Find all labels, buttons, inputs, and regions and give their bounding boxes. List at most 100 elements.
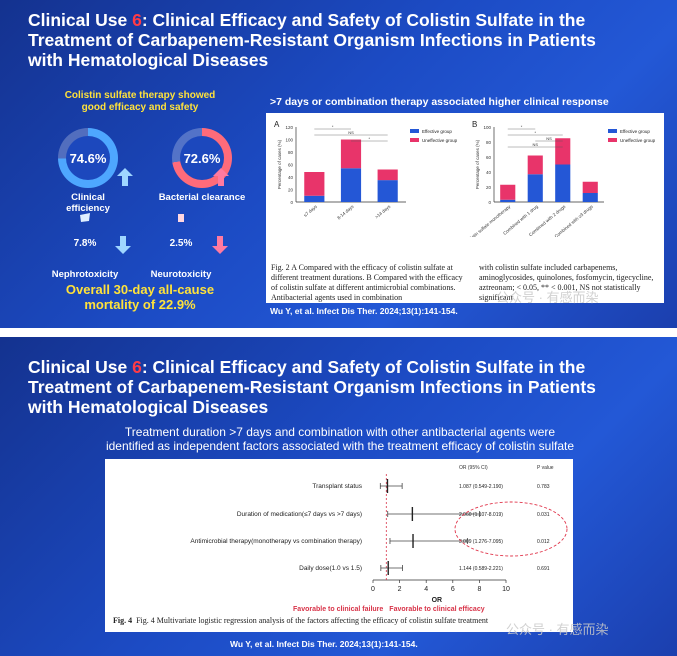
p-value: 0.691 bbox=[537, 566, 550, 572]
bar-effective bbox=[500, 199, 516, 202]
panel-label: B bbox=[472, 120, 477, 129]
or-header: OR (95% CI) bbox=[459, 465, 488, 471]
p-value: 0.783 bbox=[537, 484, 550, 490]
up-arrow-icon bbox=[117, 168, 133, 191]
citation: Wu Y, et al. Infect Dis Ther. 2024;13(1)… bbox=[230, 639, 418, 649]
x-tick-label: 8-14 days bbox=[336, 203, 355, 220]
metric-bacterial-clearance: 72.6% Bacterial clearance bbox=[152, 128, 252, 203]
row-label: Daily dose(1.0 vs 1.5) bbox=[299, 565, 362, 572]
y-tick-label: 40 bbox=[486, 170, 492, 175]
row-label: Antimicrobial therapy(monotherapy vs com… bbox=[190, 538, 362, 545]
legend-label: Effective group bbox=[422, 129, 452, 134]
down-arrow-icon bbox=[212, 236, 228, 259]
slide-bottom: Clinical Use 6: Clinical Efficacy and Sa… bbox=[0, 337, 677, 656]
row-label: Transplant status bbox=[312, 483, 362, 490]
y-tick-label: 20 bbox=[288, 188, 294, 193]
or-value: 1.087 (0.549-2.190) bbox=[459, 484, 503, 490]
right-heading: >7 days or combination therapy associate… bbox=[270, 96, 609, 108]
x-tick-label: 8 bbox=[477, 586, 481, 593]
significance-label: NS bbox=[348, 130, 354, 135]
legend-label: Uneffective group bbox=[620, 138, 656, 143]
significance-label: NS bbox=[532, 142, 538, 147]
forest-plot-panel: OR (95% CI) P value 0 2 4 6 8 10 OR Transplant st… bbox=[105, 459, 573, 632]
x-tick-label: >14 days bbox=[374, 203, 392, 219]
figure-caption-right: with colistin sulfate included carbapene… bbox=[479, 263, 654, 302]
figure-caption-left: Fig. 2 A Compared with the efficacy of c… bbox=[271, 263, 463, 302]
separator bbox=[0, 328, 677, 337]
y-tick-label: 0 bbox=[290, 200, 293, 205]
p-header: P value bbox=[537, 465, 554, 471]
bar-uneffective bbox=[582, 181, 598, 193]
down-arrow-icon bbox=[115, 236, 131, 259]
y-tick-label: 60 bbox=[486, 155, 492, 160]
up-arrow-icon bbox=[213, 168, 229, 191]
x-tick-label: 0 bbox=[371, 586, 375, 593]
legend-label: Effective group bbox=[620, 129, 650, 134]
x-tick-label: 6 bbox=[451, 586, 455, 593]
citation: Wu Y, et al. Infect Dis Ther. 2024;13(1)… bbox=[270, 306, 458, 316]
legend-swatch bbox=[608, 129, 617, 133]
x-tick-label: 4 bbox=[424, 586, 428, 593]
y-axis-label: Percentage of cases (%) bbox=[475, 139, 480, 189]
watermark: 公众号 · 有感而染 bbox=[496, 290, 599, 305]
bacterial-clearance-ring: 72.6% bbox=[172, 128, 232, 188]
legend-swatch bbox=[410, 138, 419, 142]
x-axis-label: OR bbox=[432, 597, 443, 604]
y-axis-label: Percentage of cases (%) bbox=[277, 139, 282, 189]
chart-a: A 0 20 40 60 80 100 120 Percentage of cases (%) ≤… bbox=[274, 120, 458, 220]
metric-nephrotoxicity: 7.8% Nephrotoxicity bbox=[40, 210, 130, 280]
clinical-efficiency-ring: 74.6% bbox=[58, 128, 118, 188]
bar-effective bbox=[377, 180, 398, 202]
favor-right-label: Favorable to clinical efficacy bbox=[389, 606, 484, 613]
bar-uneffective bbox=[500, 184, 516, 200]
figure-2-panel: A 0 20 40 60 80 100 120 Percentage of cases (%) ≤… bbox=[266, 113, 664, 303]
bar-uneffective bbox=[340, 139, 362, 169]
y-tick-label: 80 bbox=[288, 150, 294, 155]
or-value: 1.144 (0.589-2.221) bbox=[459, 566, 503, 572]
y-tick-label: 40 bbox=[288, 175, 294, 180]
significance-label: * bbox=[332, 124, 334, 129]
figure-caption: Fig. 4 Fig. 4 Multivariate logistic regr… bbox=[113, 616, 489, 625]
legend-swatch bbox=[410, 129, 419, 133]
kidney-icon bbox=[80, 213, 90, 222]
y-tick-label: 60 bbox=[288, 163, 294, 168]
significance-label: NS bbox=[546, 136, 552, 141]
p-value: 0.031 bbox=[537, 512, 550, 518]
p-value: 0.012 bbox=[537, 539, 550, 545]
favor-left-label: Favorable to clinical failure bbox=[293, 606, 383, 613]
x-tick-label: ≤7 days bbox=[303, 203, 319, 217]
y-tick-label: 80 bbox=[486, 140, 492, 145]
slide-subtitle: Treatment duration >7 days and combinati… bbox=[105, 425, 575, 453]
legend-swatch bbox=[608, 138, 617, 142]
y-tick-label: 0 bbox=[488, 200, 491, 205]
row-label: Duration of medication(≤7 days vs >7 day… bbox=[237, 511, 362, 518]
significance-label: * bbox=[534, 130, 536, 135]
bar-uneffective bbox=[555, 138, 571, 165]
metric-clinical-efficiency: 74.6% Clinical efficiency bbox=[48, 128, 128, 214]
bar-effective bbox=[340, 168, 362, 202]
bar-effective bbox=[555, 164, 571, 202]
or-value: 2.960 (1.107-8.019) bbox=[459, 512, 503, 518]
mortality-text: Overall 30-day all-cause mortality of 22.… bbox=[65, 282, 215, 312]
highlight-ellipse bbox=[454, 501, 568, 557]
x-tick-label: 2 bbox=[398, 586, 402, 593]
left-heading: Colistin sulfate therapy showed good effi… bbox=[64, 90, 216, 113]
y-tick-label: 100 bbox=[285, 138, 293, 143]
bar-uneffective bbox=[527, 155, 543, 175]
bar-effective bbox=[527, 174, 543, 202]
y-tick-label: 20 bbox=[486, 185, 492, 190]
bar-uneffective bbox=[377, 169, 398, 181]
neuro-icon bbox=[178, 214, 184, 222]
forest-plot: OR (95% CI) P value 0 2 4 6 8 10 OR Transplant st… bbox=[190, 465, 568, 613]
y-tick-label: 120 bbox=[285, 125, 293, 130]
slide-title: Clinical Use 6: Clinical Efficacy and Sa… bbox=[28, 10, 596, 70]
y-tick-label: 100 bbox=[483, 125, 491, 130]
slide-title: Clinical Use 6: Clinical Efficacy and Sa… bbox=[28, 357, 596, 417]
bar-uneffective bbox=[304, 172, 325, 196]
watermark: 公众号 · 有感而染 bbox=[506, 622, 609, 637]
significance-label: * bbox=[521, 124, 523, 129]
slide-top: Clinical Use 6: Clinical Efficacy and Sa… bbox=[0, 0, 677, 328]
x-tick-label: 10 bbox=[502, 586, 510, 593]
legend-label: Uneffective group bbox=[422, 138, 458, 143]
